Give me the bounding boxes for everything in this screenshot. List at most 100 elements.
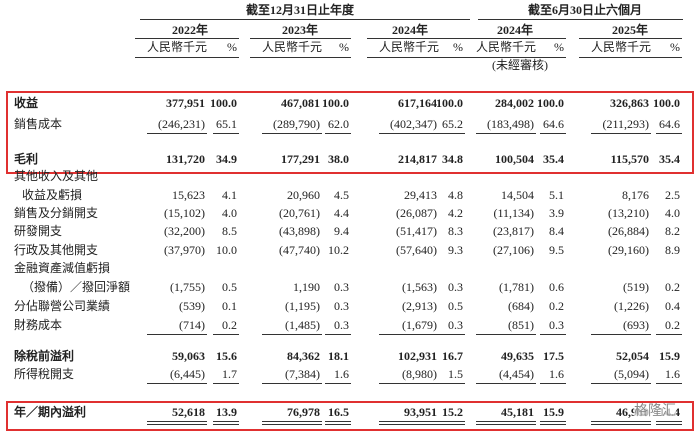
percent-cell: 8.4 [549, 224, 564, 238]
amount-cell: (23,817) [493, 224, 534, 238]
amount-cell: 115,570 [610, 152, 649, 166]
percent-cell: 100.0 [210, 96, 237, 110]
amount-cell: (51,417) [396, 224, 437, 238]
percent-cell: 9.4 [334, 224, 349, 238]
rule [135, 38, 239, 39]
amount-cell: (11,134) [493, 206, 534, 220]
underline [379, 421, 439, 422]
amount-cell: 14,504 [501, 188, 534, 202]
amount-cell: (1,563) [402, 280, 437, 294]
rule [367, 38, 465, 39]
percent-cell: 34.9 [216, 152, 237, 166]
unit-label: 人民幣千元 [378, 40, 439, 54]
rule [464, 57, 566, 58]
amount-cell: (211,293) [602, 117, 649, 131]
amount-cell: (402,347) [390, 117, 437, 131]
underline [439, 334, 465, 335]
percent-cell: 8.5 [222, 224, 237, 238]
percent-cell: 34.8 [442, 152, 463, 166]
percent-cell: 64.6 [659, 117, 680, 131]
percent-cell: 16.7 [442, 349, 463, 363]
unit-label: 人民幣千元 [590, 40, 651, 54]
percent-cell: 1.5 [448, 367, 463, 381]
amount-cell: (26,087) [396, 206, 437, 220]
underline [591, 383, 651, 384]
percent-cell: 10.2 [328, 243, 349, 257]
amount-cell: (20,761) [279, 206, 320, 220]
unit-label: 人民幣千元 [475, 40, 536, 54]
amount-cell: (5,094) [614, 367, 649, 381]
underline [213, 133, 239, 134]
row-label: 年／期內溢利 [14, 405, 87, 419]
amount-cell: 45,181 [501, 405, 534, 419]
percent-cell: 9.5 [549, 243, 564, 257]
amount-cell: 15,623 [172, 188, 205, 202]
amount-cell: (8,980) [402, 367, 437, 381]
percent-cell: 8.9 [665, 243, 680, 257]
underline [147, 133, 207, 134]
underline [147, 334, 207, 335]
row-label: 收益 [14, 96, 39, 110]
amount-cell: (851) [508, 318, 534, 332]
percent-cell: 15.2 [442, 405, 463, 419]
pct-label: % [227, 40, 237, 54]
underline [262, 383, 322, 384]
rule [140, 19, 470, 20]
percent-cell: 1.7 [222, 367, 237, 381]
percent-cell: 0.3 [334, 280, 349, 294]
underline [476, 424, 536, 425]
row-label: 行政及其他開支 [14, 243, 99, 257]
amount-cell: 76,978 [287, 405, 320, 419]
rule [250, 38, 351, 39]
amount-cell: 100,504 [495, 152, 534, 166]
underline [147, 383, 207, 384]
rule [478, 19, 683, 20]
amount-cell: (4,454) [499, 367, 534, 381]
amount-cell: (13,210) [608, 206, 649, 220]
percent-cell: 8.3 [448, 224, 463, 238]
amount-cell: (47,740) [279, 243, 320, 257]
amount-cell: 467,081 [281, 96, 320, 110]
underline [379, 133, 439, 134]
underline [213, 334, 239, 335]
underline [656, 383, 682, 384]
percent-cell: 4.4 [334, 206, 349, 220]
percent-cell: 0.3 [448, 318, 463, 332]
underline [213, 421, 239, 422]
percent-cell: 35.4 [543, 152, 564, 166]
amount-cell: (43,898) [279, 224, 320, 238]
amount-cell: 29,413 [404, 188, 437, 202]
underline [656, 424, 682, 425]
percent-cell: 0.2 [665, 318, 680, 332]
percent-cell: 8.2 [665, 224, 680, 238]
underline [476, 133, 536, 134]
percent-cell: 0.3 [334, 318, 349, 332]
percent-cell: 0.4 [665, 299, 680, 313]
row-label: 研發開支 [14, 224, 63, 238]
row-label: 金融資產減值虧損 [14, 261, 111, 275]
percent-cell: 4.8 [448, 188, 463, 202]
amount-cell: (1,755) [170, 280, 205, 294]
percent-cell: 65.1 [216, 117, 237, 131]
header-text: (未經審核) [492, 58, 548, 72]
underline [439, 133, 465, 134]
underline [325, 133, 351, 134]
underline [540, 133, 566, 134]
amount-cell: (57,640) [396, 243, 437, 257]
percent-cell: 2.5 [665, 188, 680, 202]
amount-cell: 214,817 [398, 152, 437, 166]
row-label: 所得稅開支 [14, 367, 75, 381]
percent-cell: 0.2 [222, 318, 237, 332]
underline [262, 334, 322, 335]
percent-cell: 18.1 [328, 349, 349, 363]
percent-cell: 0.2 [549, 299, 564, 313]
underline [262, 424, 322, 425]
header-text: 2024年 [496, 23, 533, 37]
percent-cell: 1.6 [334, 367, 349, 381]
underline [213, 424, 239, 425]
amount-cell: 617,164 [398, 96, 437, 110]
underline [540, 421, 566, 422]
row-label: 銷售及分銷開支 [14, 206, 99, 220]
amount-cell: 84,362 [287, 349, 320, 363]
